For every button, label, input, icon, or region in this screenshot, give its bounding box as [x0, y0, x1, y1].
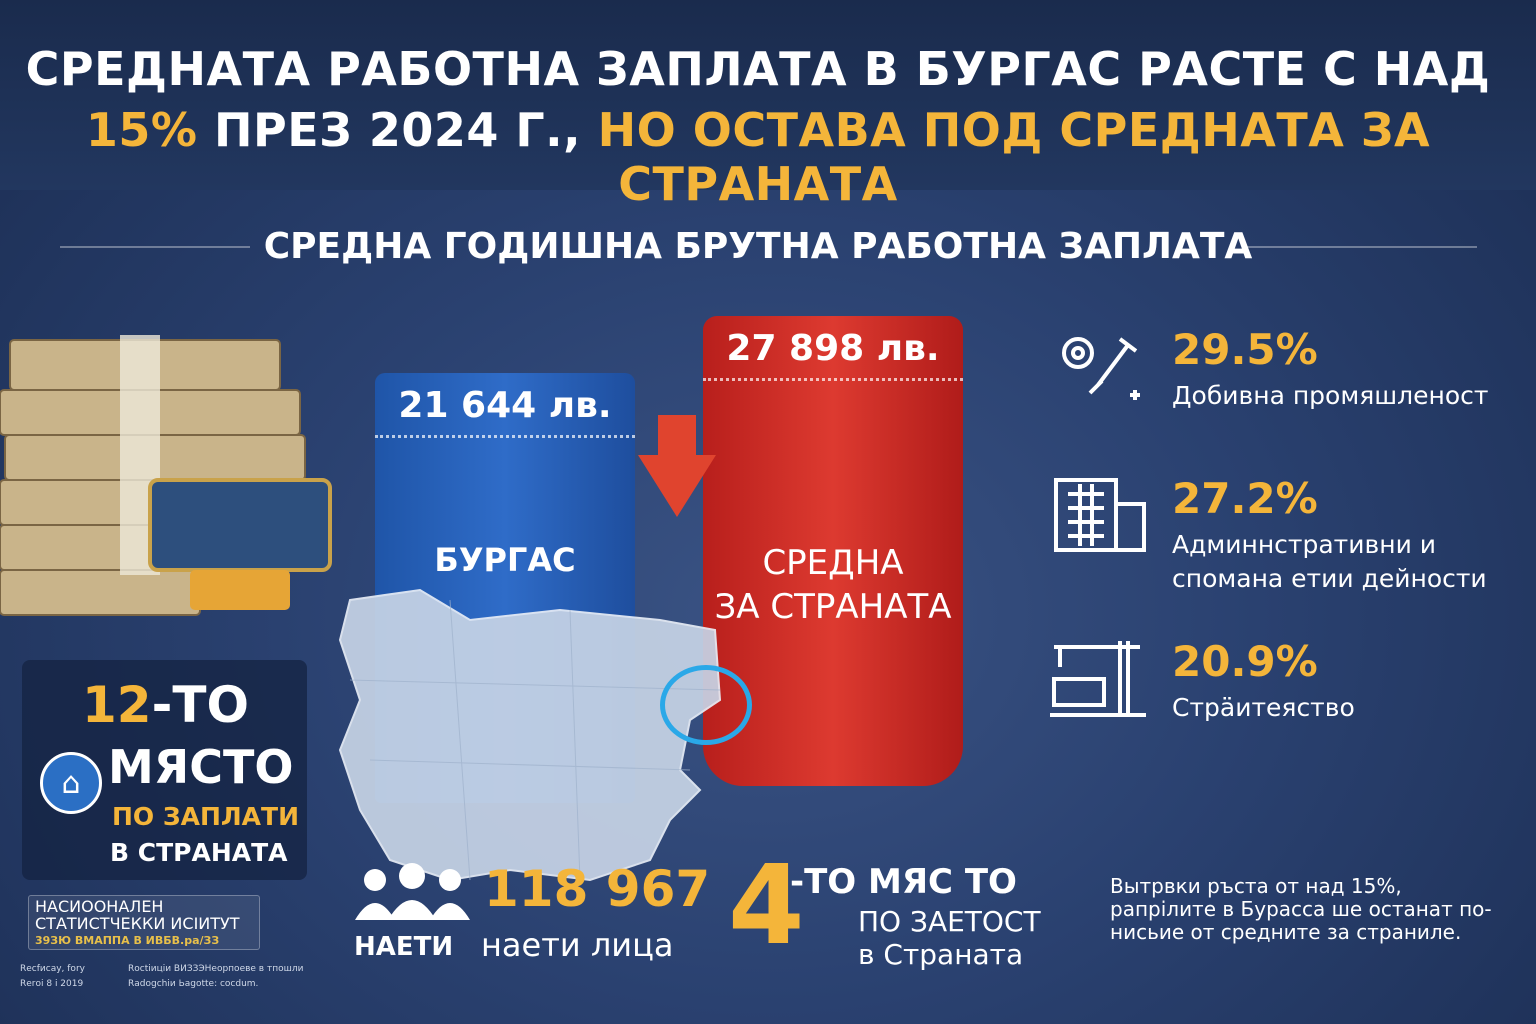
employment-rank-number: 4 — [728, 841, 805, 969]
source-code: 39ЗЮ ВМАППА В ИВБВ.ра/ЗЗ — [35, 934, 220, 947]
burgas-location-marker — [660, 665, 752, 745]
headline-end: НО ОСТАВА ПОД СРЕДНАТА ЗА СТРАНАТА — [597, 103, 1431, 211]
headline-mid: ПРЕЗ 2024 Г., — [197, 103, 598, 157]
dotted-divider — [703, 378, 963, 381]
industry-name: Админнстративни и спомана етии дейности — [1172, 530, 1487, 593]
ranking-line2: В СТРАНАТА — [110, 838, 288, 867]
bulgaria-map — [338, 588, 722, 882]
divider-right — [1245, 246, 1477, 248]
notes-right: Rосtіиціи ВИЗЗЭНеорпоеве в тпошли Rаdogch… — [128, 962, 303, 992]
employment-number: 118 967 — [484, 860, 711, 918]
notes-left: Rеcfисаy, forу Rеrоі 8 і 2019 — [20, 962, 85, 992]
ranking-number: 12-ТО — [82, 676, 249, 734]
employment-label: наети лица — [481, 926, 674, 964]
headline-line1: СРЕДНАТА РАБОТНА ЗАПЛАТА В БУРГАС РАСТЕ … — [25, 42, 1491, 96]
office-building-icon — [1054, 478, 1146, 552]
note: Rосtіиціи ВИЗЗЭНеорпоеве в тпошли — [128, 964, 304, 974]
headline-line2: 15% ПРЕЗ 2024 Г., НО ОСТАВА ПОД СРЕДНАТА… — [0, 103, 1526, 211]
industry-percent: 29.5% — [1172, 325, 1318, 374]
national-value: 27 898 лв. — [726, 328, 940, 369]
dotted-divider — [375, 435, 635, 438]
money-stack-illustration — [0, 335, 332, 616]
source-line2: СТАТИСТЧЕККИ ИСІИТУТ — [35, 914, 240, 933]
note: Rеcfисаy, forу — [20, 964, 85, 974]
employment-rank-line1: ПО ЗАЕТОСТ — [858, 905, 1041, 938]
ranking-digits: 12 — [82, 676, 152, 734]
ranking-suffix: -ТО — [151, 676, 249, 734]
employment-rank-suffix: -ТО МЯС ТО — [790, 862, 1017, 902]
industry-name: Стрäитеяство — [1172, 693, 1355, 722]
burgas-label: БУРГАС — [434, 541, 576, 579]
employment-rank-line2: в Страната — [858, 938, 1024, 971]
burgas-value: 21 644 лв. — [398, 385, 612, 426]
divider-left — [60, 246, 250, 248]
section-title: СРЕДНА ГОДИШНА БРУТНА РАБОТНА ЗАПЛАТА — [263, 226, 1253, 267]
national-label: СРЕДНА ЗА СТРАНАТА — [703, 541, 963, 629]
employment-bold-label: НАЕТИ — [354, 932, 454, 962]
note: Rаdogchiи Ьagotte: coсdum. — [128, 979, 259, 989]
conclusion-text: Вытрвки ръста от над 15%, рапрілите в Бу… — [1110, 874, 1492, 944]
ranking-word: МЯСТО — [108, 740, 294, 794]
industry-percent: 27.2% — [1172, 474, 1318, 523]
headline-percent: 15% — [85, 103, 198, 157]
construction-crane-icon — [1050, 641, 1146, 717]
ranking-badge-icon: ⌂ — [40, 752, 102, 814]
industry-name: Добивна промяшленост — [1172, 381, 1489, 410]
people-icon — [355, 863, 470, 920]
national-label-line1: СРЕДНА — [762, 543, 904, 583]
national-label-line2: ЗА СТРАНАТА — [714, 587, 952, 627]
source-box: НАСИООНАЛЕН СТАТИСТЧЕККИ ИСІИТУТ 39ЗЮ ВМ… — [28, 895, 260, 950]
source-line1: НАСИООНАЛЕН — [35, 897, 164, 916]
gear-wrench-icon — [1062, 337, 1140, 400]
title-band — [0, 0, 1536, 190]
ranking-line1: ПО ЗАПЛАТИ — [112, 802, 299, 831]
industry-percent: 20.9% — [1172, 637, 1318, 686]
note: Rеrоі 8 і 2019 — [20, 979, 84, 989]
down-arrow-icon — [638, 415, 716, 517]
